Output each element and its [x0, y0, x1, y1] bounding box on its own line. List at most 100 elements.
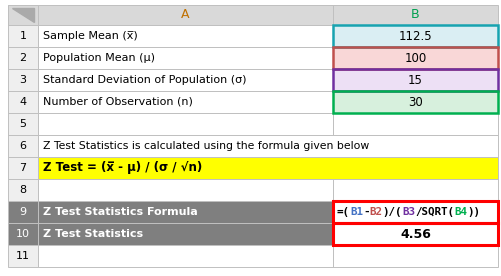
- Bar: [8, 47, 38, 69]
- Bar: [333, 25, 498, 47]
- Bar: [8, 245, 38, 267]
- Text: Z Test Statistics: Z Test Statistics: [43, 229, 143, 239]
- Bar: [38, 179, 333, 201]
- Bar: [38, 5, 333, 25]
- Text: B3: B3: [402, 207, 415, 217]
- Bar: [8, 5, 38, 25]
- Text: 2: 2: [20, 53, 27, 63]
- Bar: [8, 201, 38, 223]
- Bar: [8, 157, 38, 179]
- Bar: [333, 223, 498, 245]
- Bar: [38, 69, 333, 91]
- Bar: [8, 91, 38, 113]
- Bar: [38, 157, 498, 179]
- Text: Z Test Statistics Formula: Z Test Statistics Formula: [43, 207, 198, 217]
- Text: 9: 9: [20, 207, 27, 217]
- Text: 30: 30: [408, 95, 423, 108]
- Text: Standard Deviation of Population (σ): Standard Deviation of Population (σ): [43, 75, 246, 85]
- Text: )): )): [467, 207, 480, 217]
- Bar: [8, 179, 38, 201]
- Text: B2: B2: [370, 207, 382, 217]
- Bar: [8, 25, 38, 47]
- Bar: [333, 179, 498, 201]
- Text: )/(: )/(: [382, 207, 402, 217]
- Bar: [8, 157, 38, 179]
- Bar: [333, 91, 498, 113]
- Text: Z Test = (x̅ - μ) / (σ / √n): Z Test = (x̅ - μ) / (σ / √n): [43, 161, 202, 174]
- Bar: [8, 135, 38, 157]
- Bar: [8, 245, 38, 267]
- Text: =(: =(: [337, 207, 350, 217]
- Bar: [333, 201, 498, 223]
- Bar: [333, 223, 498, 245]
- Bar: [38, 245, 333, 267]
- Bar: [8, 135, 38, 157]
- Bar: [333, 25, 498, 47]
- Bar: [8, 113, 38, 135]
- Bar: [333, 201, 498, 223]
- Text: 6: 6: [20, 141, 27, 151]
- Bar: [8, 5, 38, 25]
- Text: 112.5: 112.5: [399, 30, 432, 43]
- Bar: [333, 179, 498, 201]
- Text: 100: 100: [404, 52, 427, 65]
- Bar: [38, 201, 333, 223]
- Bar: [8, 223, 38, 245]
- Bar: [333, 223, 498, 245]
- Bar: [333, 25, 498, 47]
- Text: Z Test Statistics is calculated using the formula given below: Z Test Statistics is calculated using th…: [43, 141, 369, 151]
- Text: Population Mean (μ): Population Mean (μ): [43, 53, 155, 63]
- Text: 4: 4: [20, 97, 27, 107]
- Text: 11: 11: [16, 251, 30, 261]
- Bar: [38, 113, 333, 135]
- Bar: [38, 223, 333, 245]
- Bar: [38, 25, 333, 47]
- Bar: [333, 5, 498, 25]
- Bar: [333, 69, 498, 91]
- Text: B1: B1: [350, 207, 363, 217]
- Bar: [8, 201, 38, 223]
- Bar: [38, 135, 498, 157]
- Bar: [8, 91, 38, 113]
- Text: 5: 5: [20, 119, 27, 129]
- Bar: [38, 179, 333, 201]
- Bar: [38, 223, 333, 245]
- Bar: [333, 113, 498, 135]
- Text: B4: B4: [454, 207, 467, 217]
- Bar: [333, 47, 498, 69]
- Bar: [38, 113, 333, 135]
- Bar: [38, 5, 333, 25]
- Bar: [8, 69, 38, 91]
- Bar: [38, 201, 333, 223]
- Text: 15: 15: [408, 73, 423, 86]
- Bar: [333, 47, 498, 69]
- Text: 4.56: 4.56: [400, 227, 431, 240]
- Bar: [38, 157, 498, 179]
- Bar: [333, 245, 498, 267]
- Text: 3: 3: [20, 75, 27, 85]
- Bar: [8, 223, 38, 245]
- Text: A: A: [181, 9, 190, 22]
- Text: B: B: [411, 9, 420, 22]
- Bar: [8, 69, 38, 91]
- Text: /SQRT(: /SQRT(: [415, 207, 454, 217]
- Bar: [333, 113, 498, 135]
- Bar: [38, 69, 333, 91]
- Text: Number of Observation (n): Number of Observation (n): [43, 97, 193, 107]
- Bar: [38, 47, 333, 69]
- Bar: [38, 135, 498, 157]
- Bar: [333, 245, 498, 267]
- Bar: [38, 245, 333, 267]
- Bar: [38, 91, 333, 113]
- Bar: [333, 47, 498, 69]
- Bar: [333, 5, 498, 25]
- Bar: [38, 91, 333, 113]
- Text: 10: 10: [16, 229, 30, 239]
- Bar: [8, 25, 38, 47]
- Bar: [8, 179, 38, 201]
- Bar: [333, 91, 498, 113]
- Text: 8: 8: [20, 185, 27, 195]
- Text: -: -: [363, 207, 370, 217]
- Text: Sample Mean (x̅): Sample Mean (x̅): [43, 31, 138, 41]
- Bar: [333, 201, 498, 223]
